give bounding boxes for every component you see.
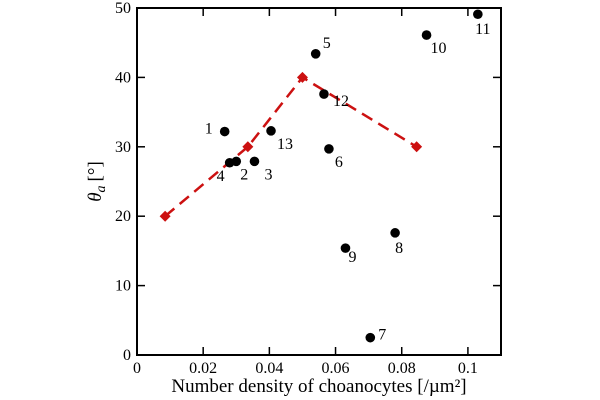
diamond-point: [242, 141, 254, 153]
data-point: [365, 332, 376, 343]
x-tick-label: 0.04: [255, 360, 283, 377]
x-axis-title: Number density of choanocytes [/µm²]: [171, 376, 466, 397]
point-label: 9: [348, 249, 356, 266]
data-point: [390, 228, 400, 238]
data-point: [219, 126, 230, 137]
x-tick-label: 0.06: [322, 360, 350, 377]
x-tick-label: 0.02: [189, 360, 217, 377]
axis-ticks: 0 0.02 0.04 0.06 0.08 0.1 0 10 20 30 40 50: [115, 0, 501, 377]
point-label: 12: [333, 93, 349, 110]
y-axis-subscript: a: [94, 185, 109, 192]
x-tick-label: 0.1: [458, 360, 478, 377]
diamond-point: [411, 141, 423, 153]
y-tick-label: 20: [115, 208, 131, 225]
y-tick-label: 50: [115, 0, 131, 17]
diamond-point: [159, 210, 171, 222]
data-point: [224, 157, 235, 168]
data-point: [340, 243, 351, 253]
data-point: [473, 9, 483, 20]
diamond-point: [296, 71, 308, 83]
y-axis-unit: [°]: [85, 161, 106, 181]
data-point: [421, 30, 432, 40]
data-point: [249, 156, 260, 167]
y-tick-label: 30: [115, 139, 131, 156]
point-label: 11: [475, 21, 490, 38]
data-point: [310, 49, 321, 59]
point-label: 3: [264, 166, 272, 183]
point-label: 13: [277, 136, 293, 153]
plot-frame: [136, 7, 502, 356]
y-tick-label: 10: [115, 278, 131, 295]
point-label: 2: [240, 166, 248, 183]
point-label: 1: [205, 121, 213, 138]
point-label: 10: [431, 40, 447, 57]
point-label: 8: [395, 240, 403, 257]
point-label: 4: [217, 168, 225, 185]
point-label: 6: [335, 154, 343, 171]
y-tick-label: 40: [115, 69, 131, 86]
x-tick-label: 0.08: [388, 360, 416, 377]
y-tick-label: 0: [123, 347, 131, 364]
data-point: [324, 144, 334, 154]
data-point: [319, 89, 329, 99]
y-axis-symbol: θ: [85, 192, 106, 201]
x-tick-label: 0: [133, 360, 141, 377]
point-label: 5: [323, 35, 331, 52]
point-label: 7: [378, 327, 386, 344]
data-point: [266, 126, 276, 136]
y-axis-title: θa [°]: [85, 161, 109, 202]
trend-line: [164, 75, 418, 218]
